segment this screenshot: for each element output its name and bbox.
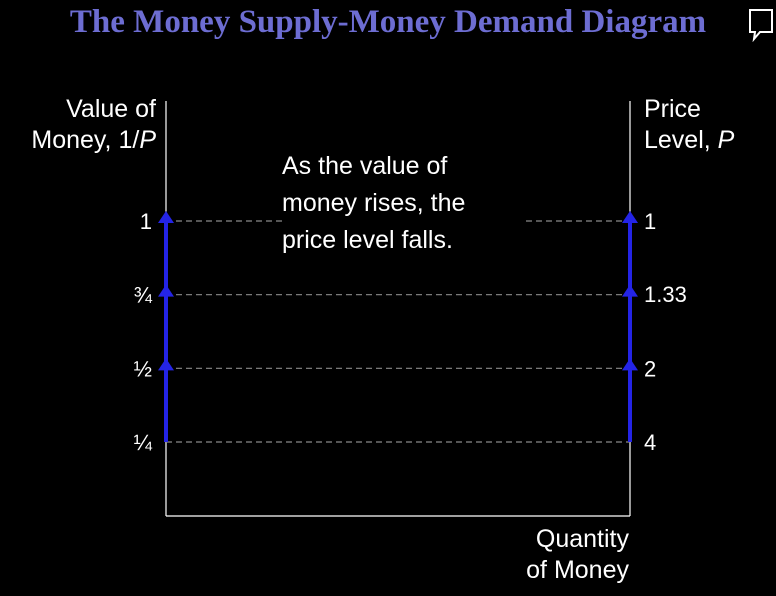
right-tick-label-2: 2: [644, 356, 656, 381]
left-tick-label-1: ¾: [134, 283, 153, 308]
right-tick-label-3: 4: [644, 430, 656, 455]
speech-bubble-icon[interactable]: [748, 8, 774, 42]
page-title: The Money Supply-Money Demand Diagram: [69, 4, 707, 40]
right-axis-label: Price Level, P: [644, 94, 734, 156]
x-axis-label-line1: Quantity: [535, 525, 629, 553]
right-arrowhead-1: [622, 284, 638, 297]
left-tick-label-2: ½: [134, 356, 152, 381]
left-arrowhead-2: [158, 358, 174, 371]
left-tick-label-3: ¼: [134, 430, 153, 455]
left-arrowhead-1: [158, 284, 174, 297]
right-arrowhead-2: [622, 358, 638, 371]
right-axis-label-var: P: [717, 126, 735, 154]
right-axis-label-prefix: Level,: [644, 126, 718, 154]
left-axis-label-var: P: [139, 126, 156, 154]
left-arrowhead-0: [158, 211, 174, 223]
right-tick-label-1: 1.33: [644, 282, 687, 307]
x-axis-label-line2: of Money: [526, 556, 629, 584]
left-axis-label: Value of Money, 1/P: [31, 94, 156, 156]
right-arrowhead-0: [622, 211, 638, 223]
chart-annotation: As the value of money rises, the price l…: [282, 148, 522, 259]
right-axis-label-line2: Level, P: [644, 125, 734, 156]
right-tick-label-0: 1: [644, 209, 656, 234]
x-axis-label: Quantity of Money: [526, 524, 629, 586]
right-axis-label-line1: Price: [644, 95, 701, 123]
left-tick-label-0: 1: [140, 209, 152, 234]
left-axis-label-line1: Value of: [66, 95, 156, 123]
left-axis-label-line2: Money, 1/P: [31, 125, 156, 156]
left-axis-label-prefix: Money, 1/: [31, 126, 140, 154]
